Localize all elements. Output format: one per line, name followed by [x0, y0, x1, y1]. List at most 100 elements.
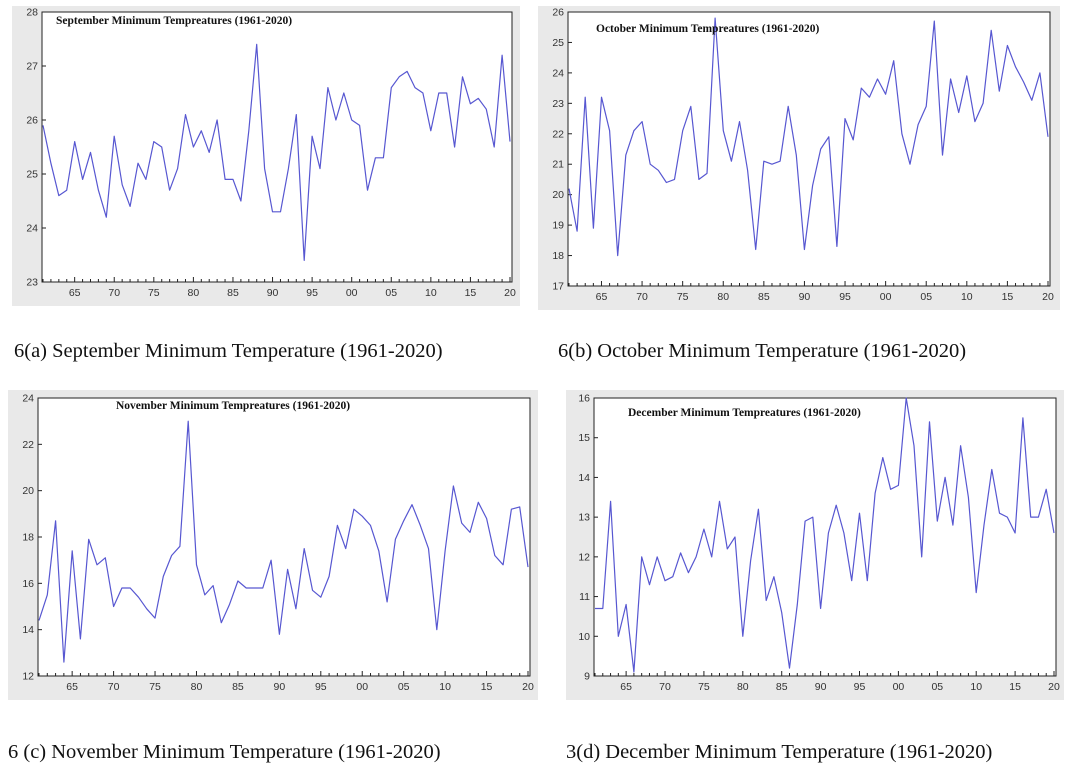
data-point — [369, 524, 372, 527]
data-point — [49, 162, 52, 165]
data-point — [361, 515, 364, 518]
data-point — [419, 524, 422, 527]
data-point — [263, 167, 266, 170]
x-tick-label: 10 — [439, 681, 451, 693]
data-point — [350, 118, 353, 121]
data-point — [203, 593, 206, 596]
data-point — [780, 611, 783, 614]
data-point — [113, 135, 116, 138]
data-point — [136, 162, 139, 165]
data-point — [1022, 80, 1025, 83]
data-point — [352, 508, 355, 511]
data-point — [1014, 531, 1017, 534]
data-point — [718, 500, 721, 503]
data-point — [695, 555, 698, 558]
data-point — [663, 579, 666, 582]
data-point — [402, 519, 405, 522]
data-point — [62, 661, 65, 664]
caption-september: 6(a) September Minimum Temperature (1961… — [14, 340, 443, 362]
data-point — [493, 145, 496, 148]
data-point — [435, 628, 438, 631]
data-point — [868, 96, 871, 99]
data-point — [228, 603, 231, 606]
x-tick-label: 80 — [188, 287, 200, 299]
data-point — [95, 563, 98, 566]
data-point — [129, 586, 132, 589]
data-point — [394, 538, 397, 541]
caption-december: 3(d) December Minimum Temperature (1961-… — [566, 741, 993, 763]
data-point — [73, 140, 76, 143]
data-point — [46, 593, 49, 596]
data-point — [852, 138, 855, 141]
x-tick-label: 70 — [108, 287, 120, 299]
chart-september: 23 24 25 26 27 28 65 70 75 80 85 90 95 00 05 10 15 20 Sept… — [12, 6, 520, 306]
data-point — [398, 75, 401, 78]
x-tick-label: 70 — [108, 681, 120, 693]
data-point — [905, 396, 908, 399]
data-point — [687, 571, 690, 574]
data-point — [236, 579, 239, 582]
data-point — [632, 670, 635, 673]
y-tick-label: 15 — [578, 432, 590, 444]
data-point — [89, 151, 92, 154]
data-point — [1038, 71, 1041, 74]
data-point — [427, 547, 430, 550]
data-point — [967, 496, 970, 499]
data-point — [811, 184, 814, 187]
y-tick-label: 20 — [552, 189, 564, 201]
data-point — [477, 501, 480, 504]
data-point — [112, 605, 115, 608]
data-point — [858, 512, 861, 515]
data-point — [212, 584, 215, 587]
data-point — [746, 169, 749, 172]
data-point — [410, 503, 413, 506]
data-point — [673, 178, 676, 181]
y-tick-label: 13 — [578, 512, 590, 524]
data-point — [137, 596, 140, 599]
chart-panel-december: 9 10 11 12 13 14 15 16 65 70 75 80 85 90 95 00 05 10 15 20 D… — [566, 390, 1064, 700]
x-tick-label: 70 — [659, 681, 671, 693]
data-point — [366, 189, 369, 192]
y-tick-label: 27 — [26, 61, 38, 73]
data-point — [1014, 65, 1017, 68]
data-point — [311, 589, 314, 592]
y-tick-label: 25 — [552, 37, 564, 49]
data-point — [640, 555, 643, 558]
data-point — [295, 113, 298, 116]
data-point — [145, 607, 148, 610]
chart-october: 17 18 19 20 21 22 23 24 25 26 65 70 75 80 85 90 95 00 05 10… — [538, 6, 1060, 310]
data-point — [1029, 516, 1032, 519]
data-point — [866, 579, 869, 582]
data-point — [326, 86, 329, 89]
y-tick-label: 26 — [26, 115, 38, 127]
data-point — [982, 102, 985, 105]
x-tick-label: 95 — [839, 291, 851, 303]
data-point — [827, 135, 830, 138]
y-tick-label: 24 — [26, 223, 38, 235]
x-tick-label: 80 — [717, 291, 729, 303]
data-point — [593, 607, 596, 610]
x-tick-label: 85 — [232, 681, 244, 693]
data-point — [319, 596, 322, 599]
data-point — [973, 120, 976, 123]
data-point — [702, 528, 705, 531]
series-line — [595, 397, 1055, 673]
y-tick-label: 22 — [22, 439, 34, 451]
chart-panel-october: 17 18 19 20 21 22 23 24 25 26 65 70 75 80 85 90 95 00 05 10… — [538, 6, 1060, 310]
data-point — [303, 259, 306, 262]
data-point — [965, 74, 968, 77]
data-point — [287, 167, 290, 170]
plot-area — [37, 397, 531, 677]
data-point — [811, 516, 814, 519]
data-point — [843, 117, 846, 120]
data-point — [71, 549, 74, 552]
x-tick-label: 95 — [854, 681, 866, 693]
data-point — [1045, 488, 1048, 491]
data-point — [897, 484, 900, 487]
x-tick-label: 05 — [931, 681, 943, 693]
chart-title: September Minimum Tempreatures (1961-202… — [56, 15, 292, 27]
chart-title: November Minimum Tempreatures (1961-2020… — [116, 400, 350, 412]
data-point — [936, 520, 939, 523]
data-point — [121, 183, 124, 186]
x-tick-label: 80 — [737, 681, 749, 693]
